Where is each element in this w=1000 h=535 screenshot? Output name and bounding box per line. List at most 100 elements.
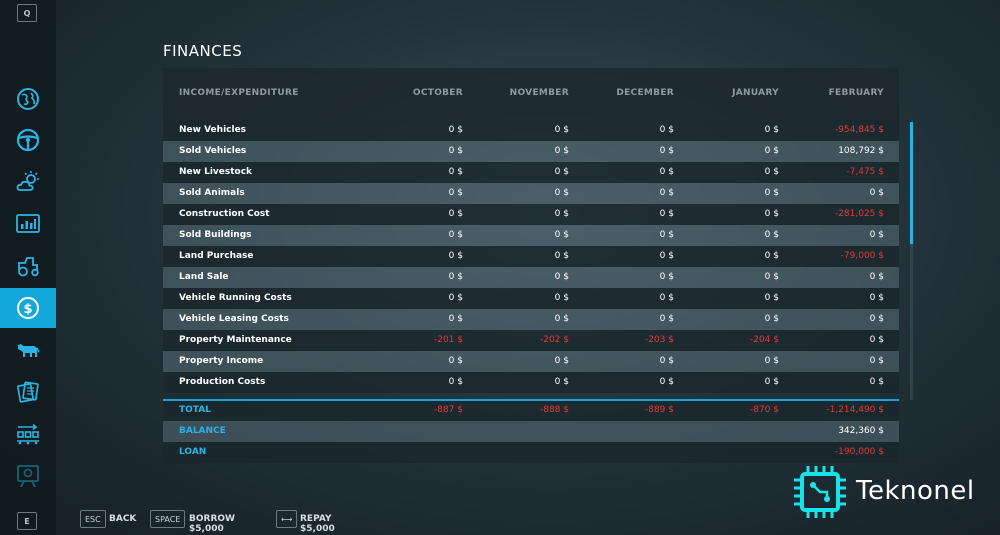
sidebar-item-vehicles[interactable]: [0, 246, 56, 286]
space-key[interactable]: SPACE: [150, 510, 186, 528]
sidebar-item-map[interactable]: [0, 79, 56, 119]
table-row[interactable]: New Vehicles 0 $ 0 $ 0 $ 0 $ -954,845 $: [163, 120, 899, 141]
cell-value: -203 $: [644, 335, 674, 345]
row-label: Construction Cost: [179, 209, 270, 219]
cell-value: 0 $: [448, 293, 463, 303]
cell-value: 0 $: [764, 146, 779, 156]
page-title: FINANCES: [163, 42, 243, 60]
column-header-month: OCTOBER: [412, 88, 463, 98]
cell-value: -954,845 $: [834, 125, 884, 135]
cell-value: 0 $: [764, 209, 779, 219]
table-row[interactable]: Land Sale 0 $ 0 $ 0 $ 0 $ 0 $: [163, 267, 899, 288]
prev-page-key[interactable]: Q: [17, 4, 37, 22]
cell-value: 0 $: [764, 230, 779, 240]
cell-value: 0 $: [554, 314, 569, 324]
sidebar-item-animals[interactable]: [0, 330, 56, 370]
cell-value: 0 $: [448, 314, 463, 324]
column-header-month: DECEMBER: [616, 88, 674, 98]
table-row[interactable]: Property Income 0 $ 0 $ 0 $ 0 $ 0 $: [163, 351, 899, 372]
cell-value: 0 $: [659, 188, 674, 198]
cell-value: 0 $: [448, 377, 463, 387]
cell-value: 0 $: [448, 230, 463, 240]
cell-value: 0 $: [764, 251, 779, 261]
cell-value: -888 $: [539, 405, 569, 415]
table-row[interactable]: Sold Buildings 0 $ 0 $ 0 $ 0 $ 0 $: [163, 225, 899, 246]
cell-value: 0 $: [448, 188, 463, 198]
repay-key[interactable]: ⟷: [276, 510, 298, 528]
sidebar-item-vehicles-overview[interactable]: [0, 120, 56, 160]
back-button[interactable]: BACK: [109, 514, 137, 524]
summary-label: TOTAL: [179, 405, 211, 415]
scrollbar-thumb[interactable]: [910, 122, 913, 245]
cell-value: -79,000 $: [840, 251, 884, 261]
row-label: New Vehicles: [179, 125, 247, 135]
summary-label: LOAN: [179, 447, 207, 457]
watermark: Teknonel: [790, 462, 990, 522]
summary-row-balance[interactable]: BALANCE 342,360 $: [163, 421, 899, 442]
cell-value: 0 $: [448, 356, 463, 366]
table-row[interactable]: New Livestock 0 $ 0 $ 0 $ 0 $ -7,475 $: [163, 162, 899, 183]
sidebar-item-finances[interactable]: $: [0, 288, 56, 328]
table-row[interactable]: Production Costs 0 $ 0 $ 0 $ 0 $ 0 $: [163, 372, 899, 393]
summary-label: BALANCE: [179, 426, 226, 436]
repay-button[interactable]: REPAY $5,000: [300, 514, 335, 534]
sidebar: Q: [0, 0, 56, 535]
summary-row-total[interactable]: TOTAL -887 $ -888 $ -889 $ -870 $ -1,214,490 …: [163, 400, 899, 421]
cell-value: 0 $: [554, 293, 569, 303]
cell-value: 0 $: [764, 314, 779, 324]
cell-value: 0 $: [869, 188, 884, 198]
cell-value: -202 $: [539, 335, 569, 345]
borrow-button[interactable]: BORROW $5,000: [189, 514, 235, 534]
cell-value: -7,475 $: [846, 167, 884, 177]
esc-key[interactable]: ESC: [80, 510, 106, 528]
cell-value: 0 $: [659, 251, 674, 261]
cell-value: 0 $: [448, 125, 463, 135]
sidebar-item-weather[interactable]: [0, 162, 56, 202]
scrollbar[interactable]: [910, 122, 913, 400]
cell-value: 0 $: [659, 314, 674, 324]
table-row[interactable]: Vehicle Leasing Costs 0 $ 0 $ 0 $ 0 $ 0 $: [163, 309, 899, 330]
cell-value: 0 $: [448, 167, 463, 177]
sidebar-item-production[interactable]: [0, 414, 56, 454]
cell-value: 0 $: [448, 272, 463, 282]
table-row[interactable]: Construction Cost 0 $ 0 $ 0 $ 0 $ -281,025 $: [163, 204, 899, 225]
statistics-chart-icon: [16, 214, 40, 233]
next-page-key[interactable]: E: [17, 512, 37, 530]
sidebar-item-statistics[interactable]: [0, 204, 56, 244]
cell-value: 0 $: [659, 125, 674, 135]
sidebar-item-help[interactable]: [0, 456, 56, 496]
summary-row-loan[interactable]: LOAN -190,000 $: [163, 442, 899, 463]
weather-icon: [16, 171, 39, 191]
cell-value: 0 $: [869, 293, 884, 303]
row-label: Production Costs: [179, 377, 266, 387]
cell-value: -201 $: [433, 335, 463, 345]
help-board-icon: [17, 465, 39, 488]
cell-value: -190,000 $: [834, 447, 884, 457]
table-row[interactable]: Sold Vehicles 0 $ 0 $ 0 $ 0 $ 108,792 $: [163, 141, 899, 162]
table-row[interactable]: Property Maintenance -201 $ -202 $ -203 $ -2…: [163, 330, 899, 351]
cell-value: 0 $: [659, 356, 674, 366]
table-header: INCOME/EXPENDITURE OCTOBER NOVEMBER DECE…: [163, 68, 899, 120]
cell-value: -870 $: [749, 405, 779, 415]
cell-value: 0 $: [554, 146, 569, 156]
cell-value: -889 $: [644, 405, 674, 415]
steering-wheel-icon: [16, 128, 40, 152]
svg-text:$: $: [23, 302, 32, 317]
cell-value: 0 $: [869, 335, 884, 345]
table-row[interactable]: Land Purchase 0 $ 0 $ 0 $ 0 $ -79,000 $: [163, 246, 899, 267]
cell-value: 0 $: [869, 230, 884, 240]
row-label: Sold Buildings: [179, 230, 252, 240]
cell-value: 0 $: [869, 314, 884, 324]
row-label: New Livestock: [179, 167, 253, 177]
cell-value: 0 $: [764, 167, 779, 177]
cell-value: 0 $: [448, 251, 463, 261]
table-row[interactable]: Sold Animals 0 $ 0 $ 0 $ 0 $ 0 $: [163, 183, 899, 204]
table-row[interactable]: Vehicle Running Costs 0 $ 0 $ 0 $ 0 $ 0 $: [163, 288, 899, 309]
cell-value: 108,792 $: [838, 146, 884, 156]
finances-table: INCOME/EXPENDITURE OCTOBER NOVEMBER DECE…: [163, 68, 913, 463]
row-label: Vehicle Leasing Costs: [179, 314, 289, 324]
cell-value: 342,360 $: [838, 426, 884, 436]
sidebar-item-contracts[interactable]: [0, 372, 56, 412]
summary-divider: [163, 399, 899, 401]
dollar-icon: $: [17, 297, 39, 319]
